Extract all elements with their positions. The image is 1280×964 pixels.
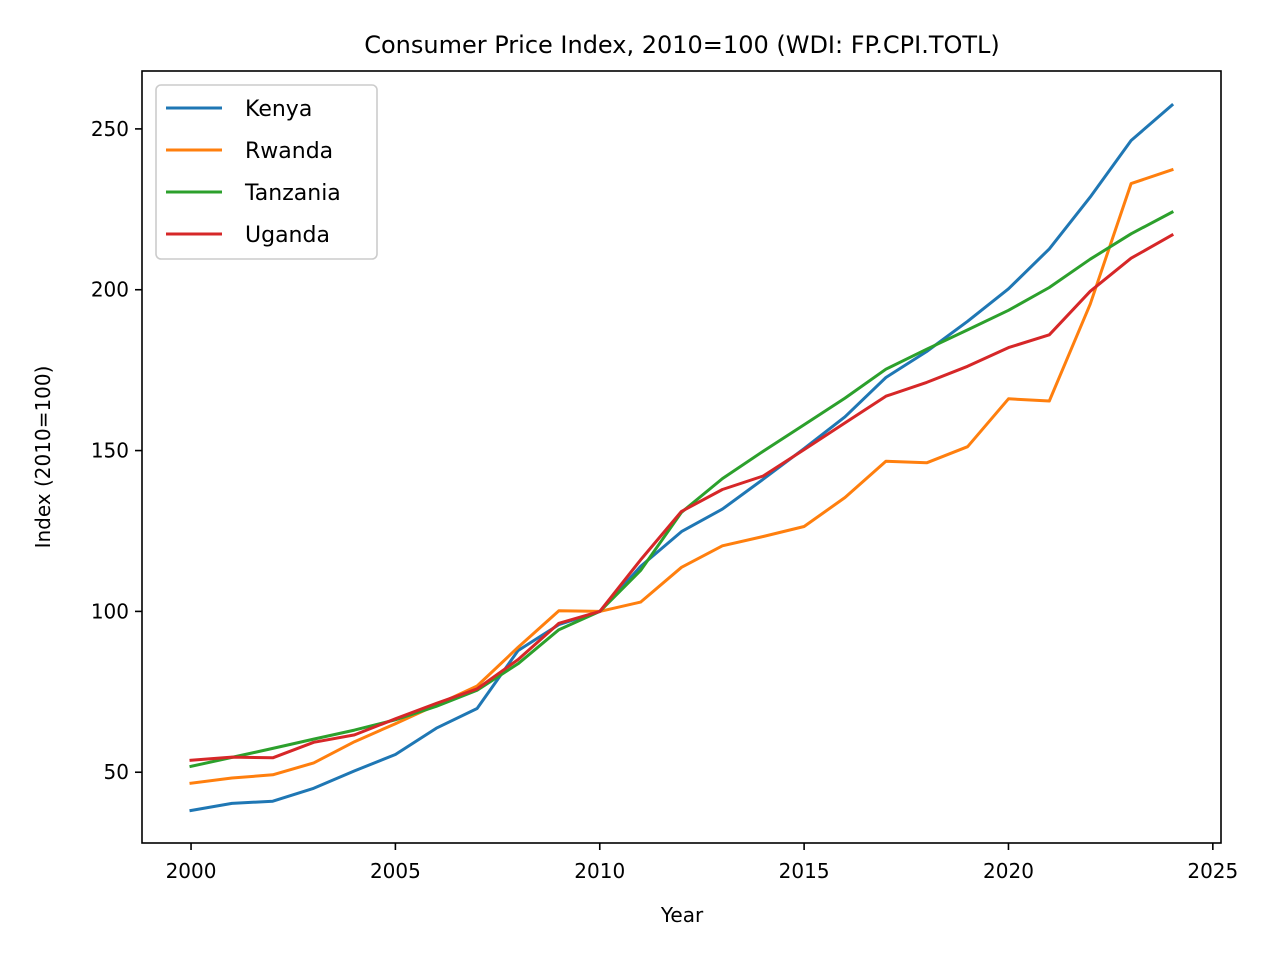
x-tick-label: 2025	[1187, 859, 1238, 883]
legend-box	[155, 84, 378, 260]
series-line-kenya	[189, 102, 1175, 813]
chart-title: Consumer Price Index, 2010=100 (WDI: FP.…	[364, 31, 1000, 59]
y-tick-label: 50	[104, 760, 129, 784]
y-tick-label: 250	[91, 117, 129, 141]
legend-label: Rwanda	[245, 139, 333, 164]
x-tick-label: 2015	[779, 859, 830, 883]
legend-label: Kenya	[245, 97, 312, 122]
x-axis-label: Year	[660, 903, 704, 927]
x-tick-label: 2005	[370, 859, 421, 883]
x-tick-label: 2000	[166, 859, 217, 883]
y-tick-label: 150	[91, 439, 129, 463]
plot-area: 2000 2005 2010 2015 2020 2025 50 100 150 200 250 Ke…	[91, 70, 1238, 883]
y-axis-label: Index (2010=100)	[31, 366, 55, 549]
legend-label: Tanzania	[244, 181, 341, 206]
plot-frame	[141, 70, 1222, 844]
x-tick-label: 2020	[983, 859, 1034, 883]
series-line-rwanda	[189, 167, 1174, 785]
y-tick-label: 200	[91, 278, 129, 302]
x-tick-label: 2010	[574, 859, 625, 883]
legend-label: Uganda	[245, 223, 330, 248]
series-line-uganda	[189, 233, 1175, 762]
y-tick-label: 100	[91, 599, 129, 623]
